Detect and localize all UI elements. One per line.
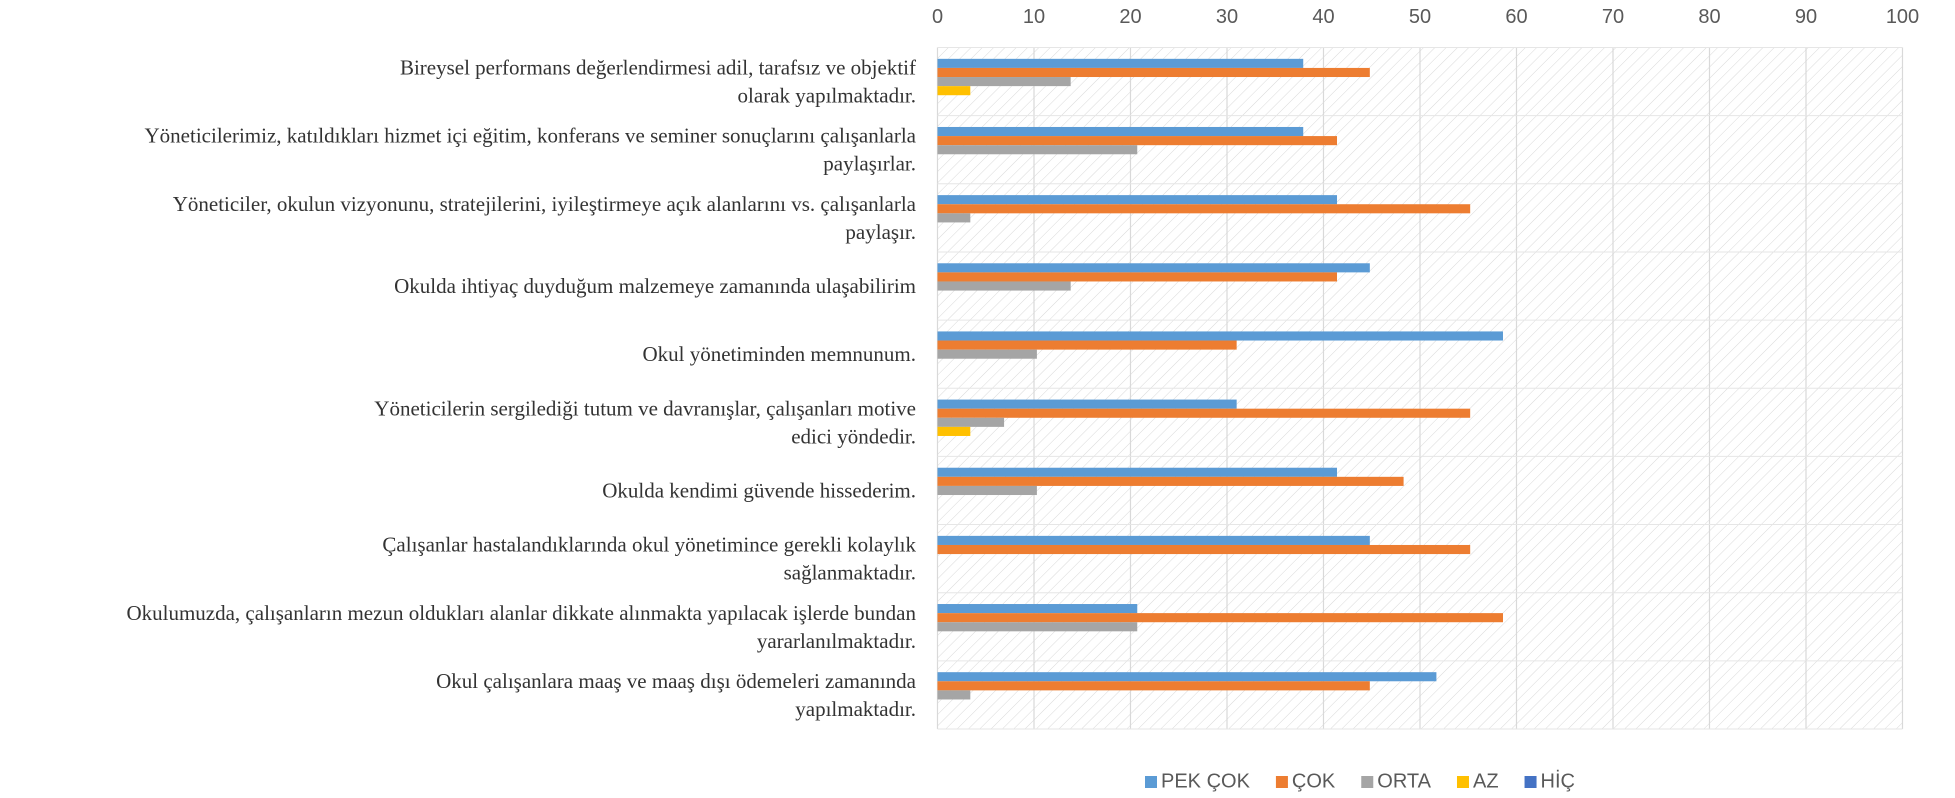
category-label-line: Yöneticilerin sergilediği tutum ve davra…: [374, 396, 916, 420]
category-label-line: edici yöndedir.: [791, 424, 916, 448]
bar: [937, 349, 1037, 359]
x-tick-label: 60: [1505, 6, 1527, 28]
category-label: Yöneticilerin sergilediği tutum ve davra…: [374, 396, 916, 448]
category-label: Okul yönetiminden memnunum.: [642, 342, 916, 366]
bar: [937, 213, 971, 223]
category-label: Yöneticilerimiz, katıldıkları hizmet içi…: [145, 124, 917, 176]
bar: [937, 467, 1338, 477]
category-label-line: Bireysel performans değerlendirmesi adil…: [400, 56, 916, 80]
category-label: Çalışanlar hastalandıklarında okul yönet…: [382, 533, 916, 585]
bar: [937, 622, 1138, 632]
bar: [937, 544, 1471, 555]
category-label-line: paylaşır.: [845, 220, 916, 244]
x-tick-label: 0: [932, 6, 943, 28]
bar: [937, 535, 1370, 545]
category-label-line: Okulda ihtiyaç duyduğum malzemeye zamanı…: [394, 274, 916, 298]
category-label-line: Yöneticiler, okulun vizyonunu, stratejil…: [173, 192, 917, 216]
bar: [937, 613, 1503, 623]
bar: [937, 145, 1138, 155]
bar: [937, 426, 971, 436]
bar: [937, 476, 1404, 486]
bar: [937, 136, 1338, 146]
category-label: Bireysel performans değerlendirmesi adil…: [400, 56, 916, 108]
bar: [937, 681, 1370, 691]
category-label-line: yapılmaktadır.: [795, 697, 916, 721]
legend: PEK ÇOK ÇOK ORTA AZ HİÇ: [1145, 769, 1575, 792]
x-tick-label: 20: [1119, 6, 1141, 28]
category-label: Okulda kendimi güvende hissederim.: [602, 478, 916, 502]
bar: [937, 263, 1370, 273]
legend-label: AZ: [1473, 770, 1499, 792]
category-label-line: sağlanmaktadır.: [784, 561, 916, 585]
bar: [937, 672, 1437, 682]
legend-swatch: [1524, 776, 1537, 788]
bar: [937, 690, 971, 700]
legend-swatch: [1145, 776, 1157, 788]
category-label: Okulumuzda, çalışanların mezun oldukları…: [126, 601, 916, 653]
x-tick-label: 100: [1886, 6, 1919, 28]
bar: [937, 77, 1071, 87]
bar: [937, 331, 1503, 341]
legend-swatch: [1275, 776, 1288, 788]
legend-label: HİÇ: [1541, 769, 1575, 792]
category-label-line: Okul çalışanlara maaş ve maaş dışı ödeme…: [436, 669, 917, 693]
bar: [937, 604, 1138, 614]
x-tick-label: 70: [1602, 6, 1624, 28]
category-label-line: paylaşırlar.: [823, 152, 916, 176]
category-label: Okul çalışanlara maaş ve maaş dışı ödeme…: [436, 669, 917, 721]
category-label-line: Çalışanlar hastalandıklarında okul yönet…: [382, 533, 916, 557]
legend-swatch: [1361, 776, 1374, 788]
x-tick-label: 50: [1409, 6, 1431, 28]
bar: [937, 417, 1005, 427]
legend-label: PEK ÇOK: [1161, 770, 1251, 792]
category-label-line: yararlanılmaktadır.: [757, 629, 916, 653]
bar: [937, 281, 1071, 291]
x-tick-label: 80: [1698, 6, 1720, 28]
category-label-line: Okul yönetiminden memnunum.: [642, 342, 916, 366]
bar: [937, 126, 1304, 137]
category-label-line: Okulda kendimi güvende hissederim.: [602, 478, 916, 502]
bar: [937, 272, 1338, 282]
bar: [937, 67, 1370, 78]
bar: [937, 86, 971, 96]
legend-swatch: [1456, 776, 1469, 788]
legend-label: ORTA: [1377, 770, 1431, 792]
category-label: Okulda ihtiyaç duyduğum malzemeye zamanı…: [394, 274, 916, 298]
x-tick-label: 90: [1795, 6, 1817, 28]
bar: [937, 408, 1471, 418]
category-label: Yöneticiler, okulun vizyonunu, stratejil…: [173, 192, 917, 244]
bar: [937, 195, 1338, 205]
bar: [937, 58, 1304, 68]
bar: [937, 399, 1237, 409]
category-label-line: Okulumuzda, çalışanların mezun oldukları…: [126, 601, 916, 625]
bar: [937, 485, 1037, 496]
category-label-line: Yöneticilerimiz, katıldıkları hizmet içi…: [145, 124, 917, 148]
bar: [937, 340, 1237, 350]
x-tick-label: 10: [1023, 6, 1045, 28]
bar: [937, 204, 1471, 214]
x-tick-label: 30: [1216, 6, 1238, 28]
category-label-line: olarak yapılmaktadır.: [738, 84, 916, 108]
x-tick-label: 40: [1312, 6, 1334, 28]
legend-label: ÇOK: [1292, 770, 1336, 792]
